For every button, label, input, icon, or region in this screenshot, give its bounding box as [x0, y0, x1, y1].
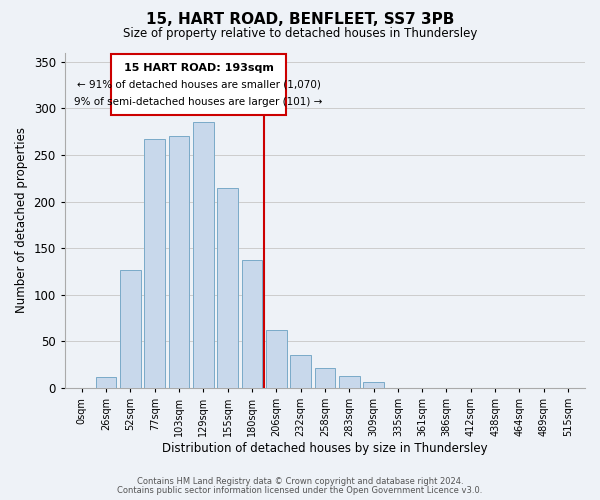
Bar	[120, 270, 141, 388]
Text: Contains HM Land Registry data © Crown copyright and database right 2024.: Contains HM Land Registry data © Crown c…	[137, 477, 463, 486]
Text: 15, HART ROAD, BENFLEET, SS7 3PB: 15, HART ROAD, BENFLEET, SS7 3PB	[146, 12, 454, 28]
Bar	[290, 356, 311, 388]
X-axis label: Distribution of detached houses by size in Thundersley: Distribution of detached houses by size …	[162, 442, 488, 455]
Bar	[193, 122, 214, 388]
FancyBboxPatch shape	[111, 54, 286, 115]
Text: Size of property relative to detached houses in Thundersley: Size of property relative to detached ho…	[123, 28, 477, 40]
Text: 15 HART ROAD: 193sqm: 15 HART ROAD: 193sqm	[124, 62, 274, 72]
Bar	[96, 377, 116, 388]
Bar	[145, 139, 165, 388]
Bar	[339, 376, 359, 388]
Bar	[217, 188, 238, 388]
Bar	[242, 260, 262, 388]
Bar	[266, 330, 287, 388]
Y-axis label: Number of detached properties: Number of detached properties	[15, 128, 28, 314]
Text: 9% of semi-detached houses are larger (101) →: 9% of semi-detached houses are larger (1…	[74, 96, 323, 106]
Bar	[314, 368, 335, 388]
Text: Contains public sector information licensed under the Open Government Licence v3: Contains public sector information licen…	[118, 486, 482, 495]
Bar	[169, 136, 190, 388]
Bar	[363, 382, 384, 388]
Text: ← 91% of detached houses are smaller (1,070): ← 91% of detached houses are smaller (1,…	[77, 80, 320, 90]
